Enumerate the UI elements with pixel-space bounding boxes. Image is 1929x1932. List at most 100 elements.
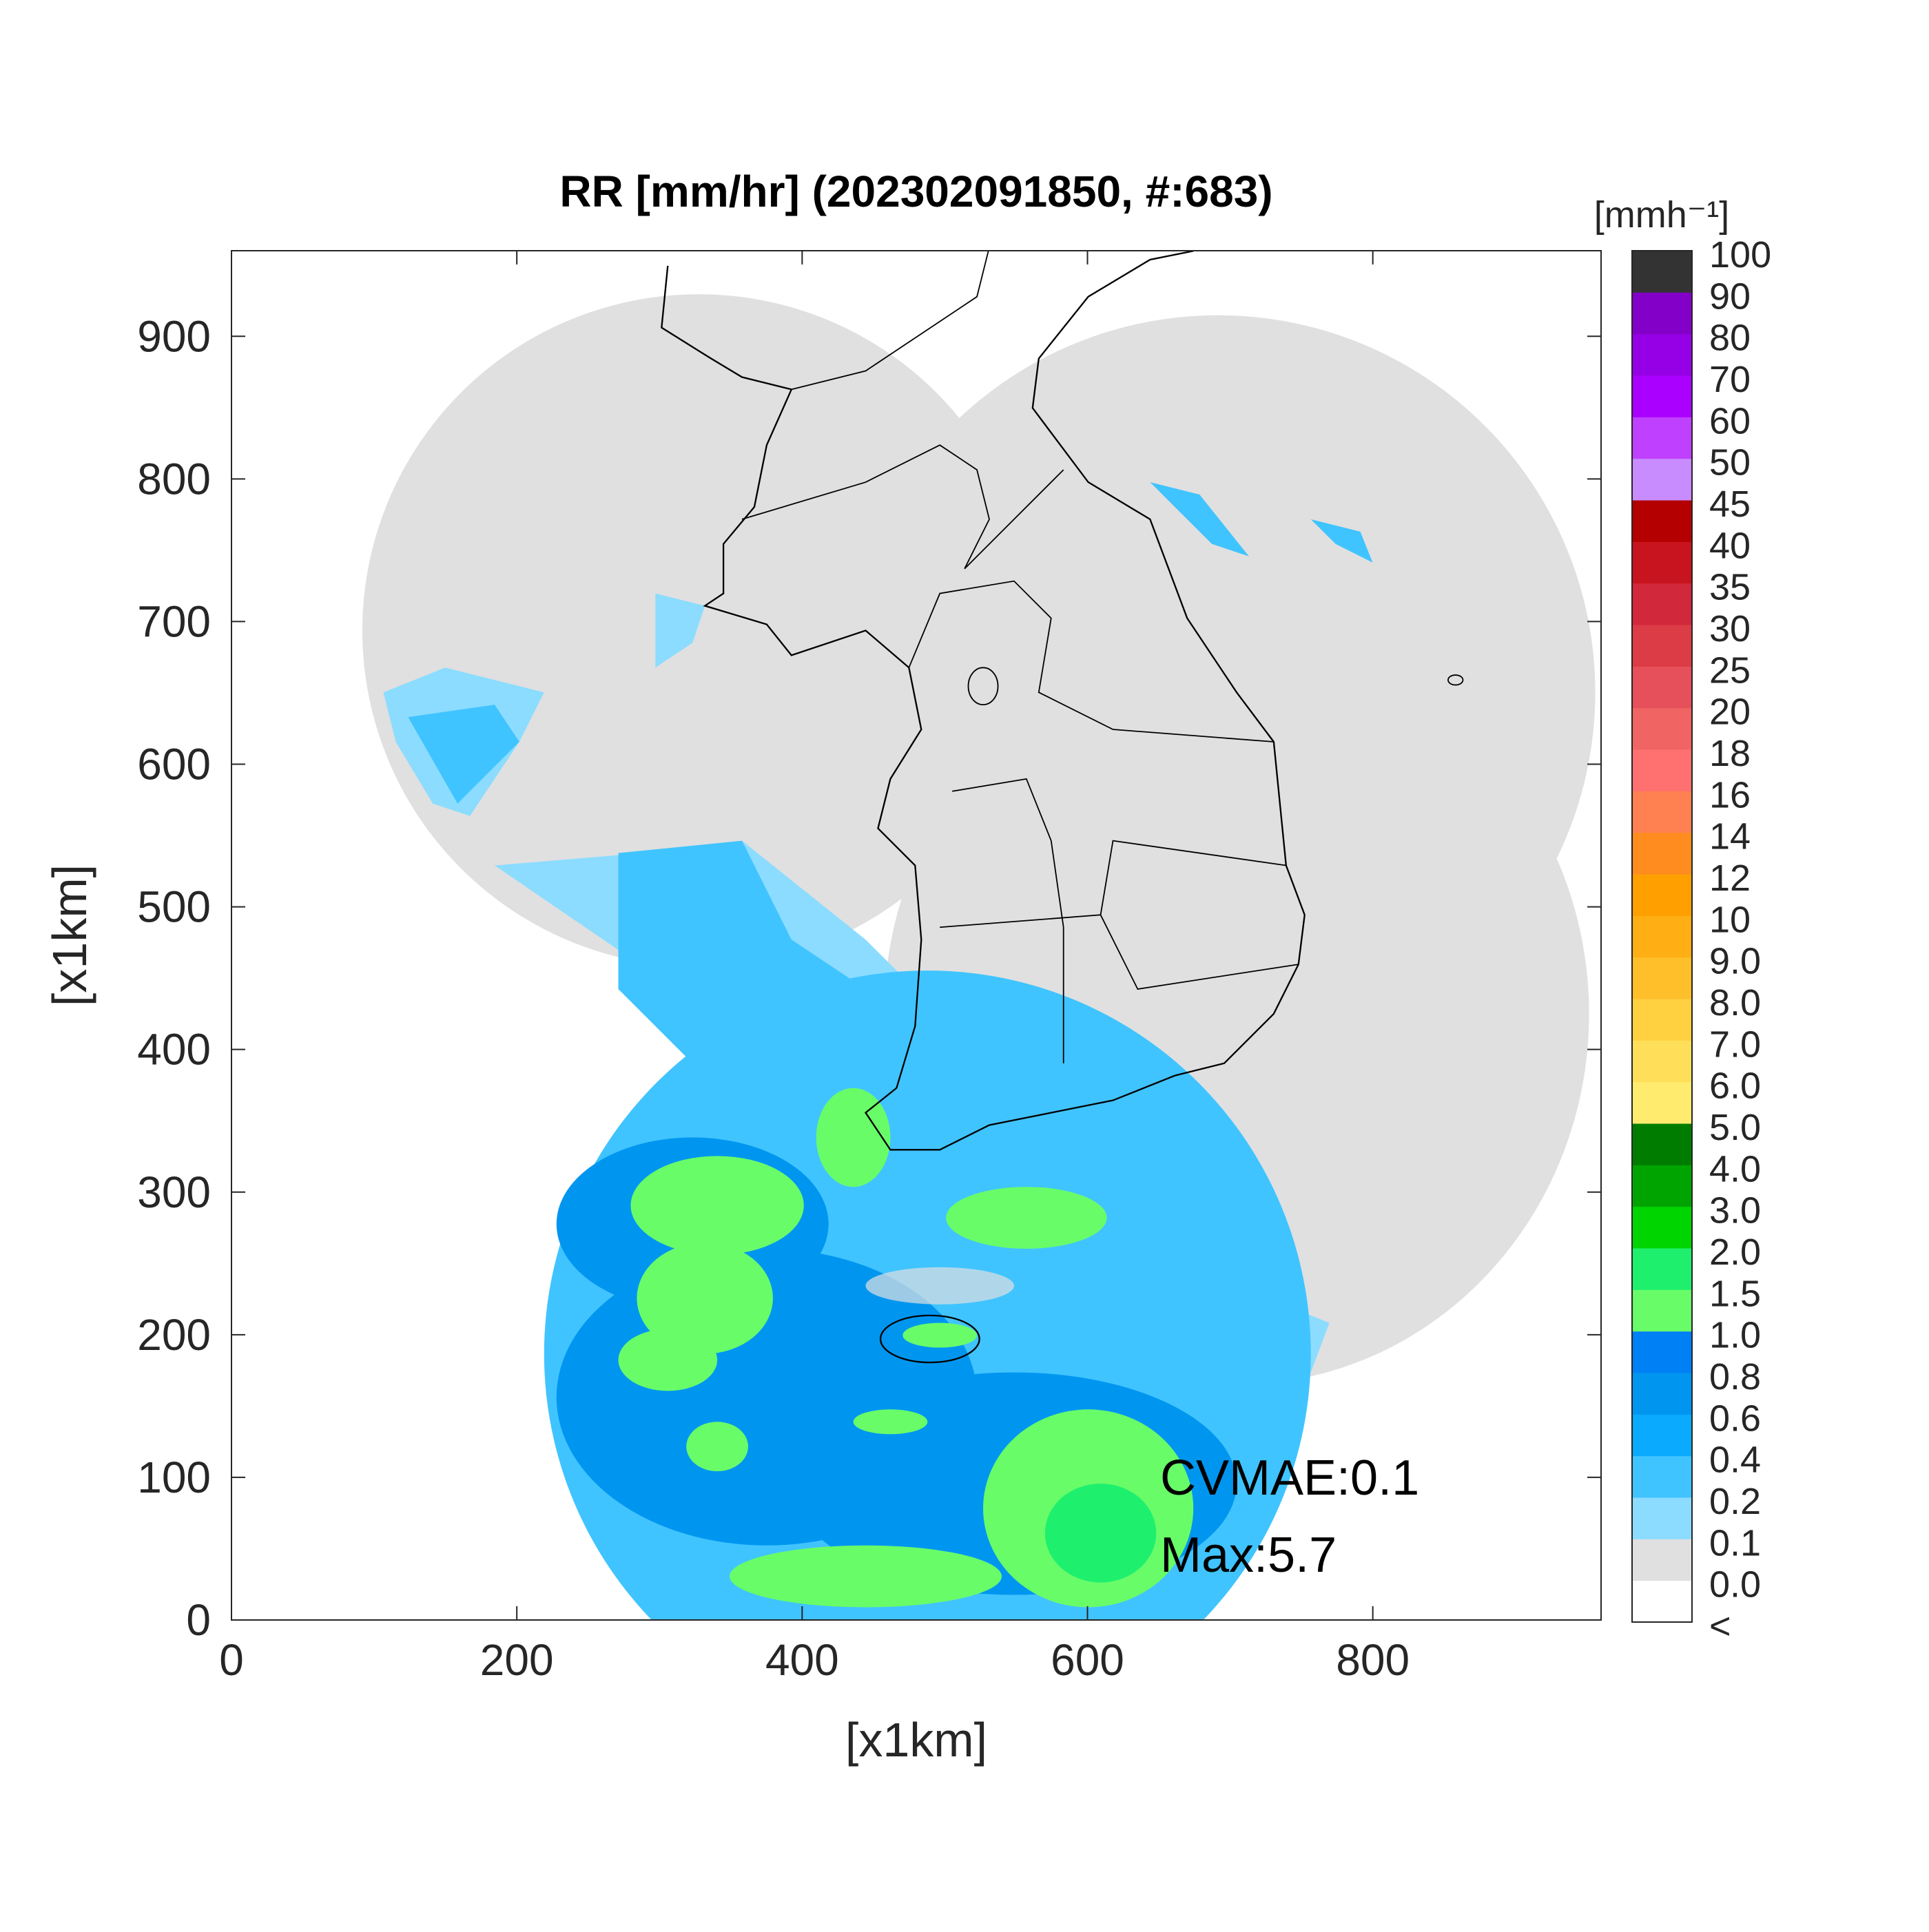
y-tick-label: 500 (137, 882, 211, 932)
rain-area (902, 1322, 978, 1348)
colorbar-segment (1632, 1539, 1692, 1581)
colorbar-label: 2.0 (1709, 1232, 1761, 1273)
x-tick-label: 800 (1336, 1635, 1410, 1685)
colorbar-label: 35 (1709, 567, 1751, 608)
colorbar-label: 3.0 (1709, 1190, 1761, 1232)
colorbar-segment (1632, 625, 1692, 667)
island (1447, 674, 1464, 686)
colorbar-label: < (1709, 1606, 1731, 1647)
rain-area (1150, 482, 1249, 557)
rain-area (618, 1329, 718, 1391)
colorbar-segment (1632, 1455, 1692, 1498)
rain-area (730, 1545, 1002, 1608)
colorbar-segment (1632, 375, 1692, 417)
colorbar-label: 5.0 (1709, 1107, 1761, 1148)
y-axis-label: [x1km] (43, 864, 96, 1006)
y-tick-label: 900 (137, 311, 211, 361)
colorbar-label: 30 (1709, 608, 1751, 650)
y-tick-label: 300 (137, 1167, 211, 1217)
y-tick-label: 700 (137, 596, 211, 646)
colorbar-segment (1632, 292, 1692, 335)
rain-area (1044, 1484, 1157, 1583)
city-border (967, 667, 999, 706)
x-tick-label: 400 (765, 1635, 839, 1685)
colorbar-segment (1632, 541, 1692, 584)
colorbar-segment (1632, 333, 1692, 376)
colorbar-label: 1.5 (1709, 1273, 1761, 1314)
colorbar-label: 0.1 (1709, 1522, 1761, 1564)
rain-area (1310, 519, 1373, 563)
y-tick-label: 100 (137, 1453, 211, 1502)
rain-area (865, 1267, 1014, 1305)
map-title: RR [mm/hr] (202302091850, #:683) (559, 167, 1272, 216)
colorbar-segment (1632, 666, 1692, 709)
rain-area (637, 1242, 773, 1354)
colorbar-label: 70 (1709, 359, 1751, 400)
colorbar-label: 18 (1709, 733, 1751, 774)
colorbar-segment (1632, 1580, 1692, 1623)
rain-area (816, 1088, 891, 1187)
colorbar-label: 10 (1709, 899, 1751, 940)
rain-area (618, 840, 903, 1113)
rain-area (630, 1156, 804, 1255)
colorbar-segment (1632, 458, 1692, 501)
island (879, 1314, 980, 1364)
colorbar-label: 7.0 (1709, 1024, 1761, 1065)
x-tick-label: 0 (219, 1635, 244, 1685)
coastline (661, 251, 1306, 1151)
colorbar-title: [mmh⁻¹] (1594, 194, 1730, 236)
colorbar-segment (1632, 1040, 1692, 1083)
x-axis-label: [x1km] (845, 1713, 987, 1767)
colorbar-segment (1632, 583, 1692, 625)
colorbar-label: 20 (1709, 692, 1751, 733)
colorbar-segment (1632, 707, 1692, 750)
rain-area (686, 1422, 748, 1472)
colorbar-segment (1632, 1165, 1692, 1207)
colorbar-segment (1632, 957, 1692, 999)
colorbar-segment (1632, 1331, 1692, 1373)
colorbar-segment (1632, 915, 1692, 958)
colorbar-label: 1.0 (1709, 1315, 1761, 1356)
colorbar-label: 0.4 (1709, 1440, 1761, 1481)
colorbar-label: 0.8 (1709, 1356, 1761, 1398)
annotation: Max:5.7 (1160, 1528, 1337, 1583)
colorbar-segment (1632, 832, 1692, 875)
colorbar-segment (1632, 1414, 1692, 1457)
colorbar-label: 14 (1709, 816, 1751, 858)
map-layers (362, 251, 1596, 1620)
y-tick-label: 600 (137, 740, 211, 789)
x-tick-label: 600 (1051, 1635, 1124, 1685)
rain-area (853, 1409, 928, 1435)
colorbar-segment (1632, 1248, 1692, 1290)
colorbar-frame (1631, 250, 1693, 1623)
colorbar-segment (1632, 1497, 1692, 1539)
colorbar-label: 45 (1709, 484, 1751, 525)
map (362, 251, 1596, 1620)
colorbar-label: 16 (1709, 774, 1751, 816)
colorbar-label: 25 (1709, 650, 1751, 691)
province-border (741, 251, 1299, 1063)
colorbar-label: 50 (1709, 442, 1751, 484)
colorbar-segment (1632, 791, 1692, 833)
y-tick-label: 400 (137, 1025, 211, 1074)
colorbar-label: 0.0 (1709, 1564, 1761, 1606)
y-tick-label: 800 (137, 454, 211, 503)
colorbar-label: 60 (1709, 400, 1751, 442)
colorbar-label: 100 (1709, 234, 1771, 276)
colorbar-segment (1632, 1123, 1692, 1165)
colorbar-segment (1632, 251, 1692, 293)
y-tick-label: 0 (186, 1595, 211, 1645)
colorbar-segment (1632, 500, 1692, 542)
colorbar-segment (1632, 1373, 1692, 1415)
x-tick-label: 200 (480, 1635, 554, 1685)
colorbar-label: 4.0 (1709, 1148, 1761, 1190)
colorbar-label: 8.0 (1709, 982, 1761, 1024)
colorbar-label: 90 (1709, 276, 1751, 317)
rain-area (655, 593, 705, 668)
colorbar-label: 80 (1709, 318, 1751, 359)
colorbar-segment (1632, 749, 1692, 791)
colorbar-label: 0.6 (1709, 1398, 1761, 1439)
colorbar-label: 0.2 (1709, 1481, 1761, 1522)
